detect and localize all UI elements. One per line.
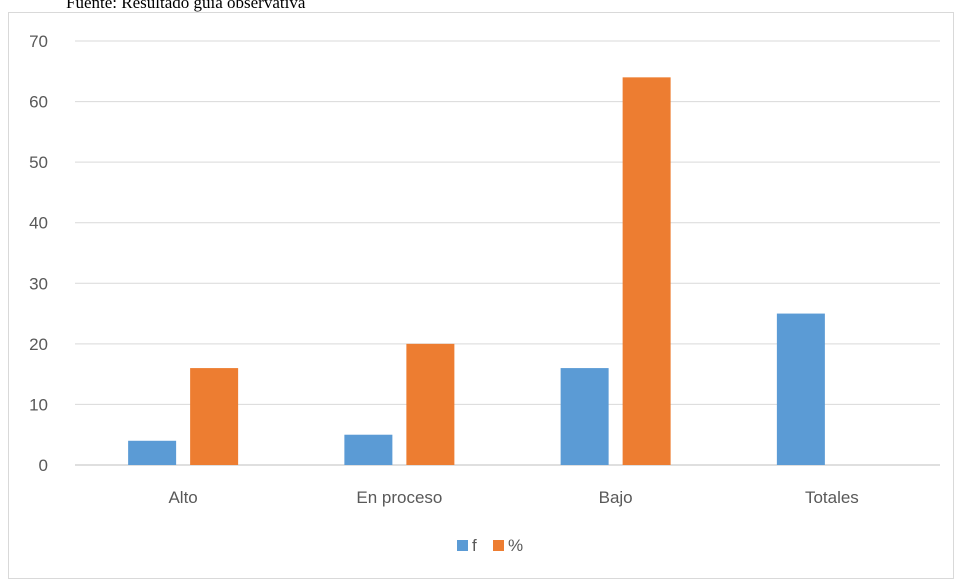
x-category-label: En proceso [356, 488, 442, 507]
x-category-label: Totales [805, 488, 859, 507]
y-tick-label: 0 [39, 456, 48, 475]
bar-bajo-f [560, 368, 609, 465]
bar-alto-percent [190, 368, 239, 465]
legend-swatch-percent [493, 540, 504, 551]
y-tick-label: 50 [29, 153, 48, 172]
bars [128, 77, 825, 465]
source-note: Fuente: Resultado guía observativa [66, 0, 306, 12]
y-tick-label: 10 [29, 395, 48, 414]
y-tick-label: 40 [29, 214, 48, 233]
chart-frame [8, 12, 954, 579]
bar-bajo-percent [622, 77, 671, 465]
x-category-label: Alto [168, 488, 197, 507]
legend: f% [457, 536, 523, 555]
x-axis-categories: Alto En proceso Bajo Totales [168, 488, 858, 507]
y-axis-ticks: 0 10 20 30 40 50 60 70 [29, 32, 48, 475]
bar-totales-f [776, 313, 825, 465]
y-tick-label: 20 [29, 335, 48, 354]
gridlines [75, 40, 940, 466]
legend-swatch-f [457, 540, 468, 551]
bar-alto-f [128, 440, 177, 465]
bar-en-proceso-percent [406, 343, 455, 465]
bar-en-proceso-f [344, 434, 393, 465]
y-tick-label: 30 [29, 274, 48, 293]
y-tick-label: 70 [29, 32, 48, 51]
x-category-label: Bajo [599, 488, 633, 507]
y-tick-label: 60 [29, 93, 48, 112]
legend-label-percent: % [508, 536, 523, 555]
legend-label-f: f [472, 536, 477, 555]
